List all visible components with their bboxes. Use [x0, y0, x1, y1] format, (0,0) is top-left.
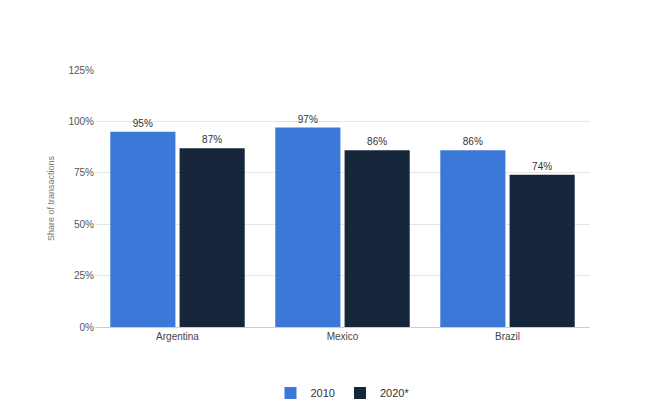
svg-text:0%: 0% [80, 322, 95, 333]
svg-text:2020*: 2020* [380, 387, 409, 399]
svg-text:50%: 50% [74, 219, 94, 230]
svg-text:86%: 86% [463, 136, 483, 147]
svg-text:Share of transactions: Share of transactions [46, 155, 56, 241]
svg-text:86%: 86% [367, 136, 387, 147]
svg-text:75%: 75% [74, 167, 94, 178]
svg-text:100%: 100% [68, 116, 94, 127]
svg-text:Argentina: Argentina [156, 331, 199, 342]
svg-text:125%: 125% [68, 65, 94, 76]
svg-text:25%: 25% [74, 270, 94, 281]
svg-text:87%: 87% [202, 134, 222, 145]
svg-text:2010: 2010 [311, 387, 335, 399]
svg-text:Mexico: Mexico [327, 331, 359, 342]
svg-text:Brazil: Brazil [495, 331, 520, 342]
svg-text:74%: 74% [532, 161, 552, 172]
svg-text:97%: 97% [298, 114, 318, 125]
svg-text:95%: 95% [133, 118, 153, 129]
